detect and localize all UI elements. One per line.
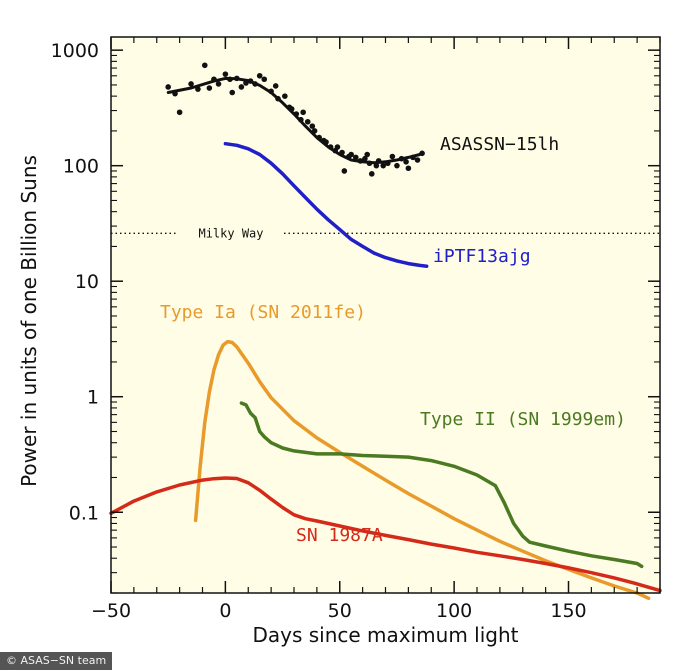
y-tick-label: 1 — [87, 387, 99, 409]
type-ii-line — [239, 401, 644, 569]
y-tick-label: 0.1 — [69, 502, 99, 524]
type-ia-label: Type Ia (SN 2011fe) — [160, 302, 366, 323]
asassn-data-points — [165, 62, 425, 177]
series-annotations: ASASSN−15lh iPTF13ajg Type Ia (SN 2011fe) T… — [160, 134, 626, 546]
asassn-data-point — [384, 160, 391, 167]
asassn-data-point — [375, 158, 382, 164]
asassn-data-point — [334, 144, 341, 150]
photo-credit: © ASAS−SN team — [0, 652, 113, 670]
asassn-data-point — [243, 80, 249, 86]
x-tick-labels: −50 0 50 100 150 — [91, 600, 587, 622]
asassn-data-point — [352, 154, 359, 161]
axis-ticks — [110, 37, 661, 594]
sn-1987a-label: SN 1987A — [296, 525, 383, 546]
asassn-data-point — [252, 81, 258, 87]
asassn-data-point — [247, 78, 254, 84]
asassn-data-point — [229, 89, 236, 96]
y-tick-labels: 0.1 1 10 100 1000 — [51, 40, 99, 524]
milky-way-reference: Milky Way — [111, 226, 660, 240]
iptf13ajg-label: iPTF13ajg — [433, 246, 531, 267]
asassn-data-point — [234, 75, 240, 82]
asassn-data-point — [293, 111, 300, 117]
asassn-data-point — [256, 72, 263, 79]
y-axis-title: Power in units of one Billion Suns — [17, 155, 41, 487]
supernova-luminosity-chart: Milky Way ASASSN−15lh iPTF13ajg Type Ia (S… — [17, 36, 662, 647]
asassn-data-point — [398, 155, 405, 162]
asassn-data-point — [368, 171, 375, 177]
y-tick-label: 10 — [75, 271, 99, 293]
asassn-data-point — [288, 106, 295, 112]
asassn-data-point — [215, 81, 222, 87]
asassn-data-point — [380, 162, 387, 169]
x-tick-label: −50 — [91, 600, 131, 622]
x-tick-label: 100 — [436, 600, 472, 622]
asassn-data-point — [357, 158, 364, 164]
asassn-data-point — [304, 118, 311, 125]
y-tick-label: 1000 — [51, 40, 99, 62]
asassn-data-point — [206, 85, 213, 91]
asassn-data-point — [300, 109, 306, 116]
asassn-data-point — [403, 159, 409, 165]
asassn-data-point — [172, 90, 178, 97]
asassn-data-point — [195, 86, 201, 92]
asassn-data-point — [188, 81, 194, 87]
milky-way-label: Milky Way — [198, 226, 263, 240]
asassn-data-point — [282, 93, 288, 99]
asassn-data-point — [222, 71, 229, 77]
asassn-data-point — [272, 83, 279, 89]
asassn-data-point — [389, 153, 396, 160]
type-ii-label: Type II (SN 1999em) — [420, 409, 626, 430]
asassn-data-point — [298, 116, 304, 123]
asassn-data-point — [410, 154, 416, 161]
asassn-data-point — [348, 151, 354, 158]
x-tick-label: 150 — [550, 600, 586, 622]
asassn-data-point — [419, 150, 425, 157]
asassn-data-point — [316, 134, 322, 141]
asassn-data-point — [373, 162, 380, 169]
iptf13ajg-line — [223, 141, 429, 268]
asassn-data-point — [362, 155, 368, 162]
asassn-data-point — [339, 149, 345, 156]
asassn-data-point — [211, 76, 217, 83]
plot-area — [111, 37, 660, 593]
asassn-data-point — [405, 165, 412, 172]
x-axis-title: Days since maximum light — [252, 623, 518, 647]
asassn-data-point — [261, 76, 268, 83]
asassn-data-point — [201, 62, 208, 69]
asassn-data-point — [311, 128, 318, 134]
asassn-data-point — [275, 95, 281, 102]
asassn-data-point — [366, 160, 373, 167]
asassn-data-point — [268, 88, 274, 95]
x-tick-label: 50 — [328, 600, 352, 622]
x-tick-label: 0 — [219, 600, 231, 622]
sn-1987a-line — [109, 476, 662, 593]
asassn-data-point — [238, 84, 245, 90]
asassn-data-point — [323, 139, 329, 145]
asassn-data-point — [364, 151, 371, 158]
asassn-data-point — [309, 123, 316, 129]
asassn-15lh-label: ASASSN−15lh — [440, 134, 559, 155]
asassn-data-point — [165, 84, 171, 90]
asassn-data-point — [394, 162, 400, 169]
asassn-data-point — [176, 109, 183, 116]
y-tick-label: 100 — [63, 156, 99, 178]
asassn-data-point — [414, 157, 421, 163]
type-ia-line — [193, 339, 651, 601]
series-lines — [109, 76, 662, 601]
asassn-data-point — [227, 76, 233, 83]
asassn-data-point — [327, 144, 334, 150]
asassn-data-point — [341, 168, 348, 174]
